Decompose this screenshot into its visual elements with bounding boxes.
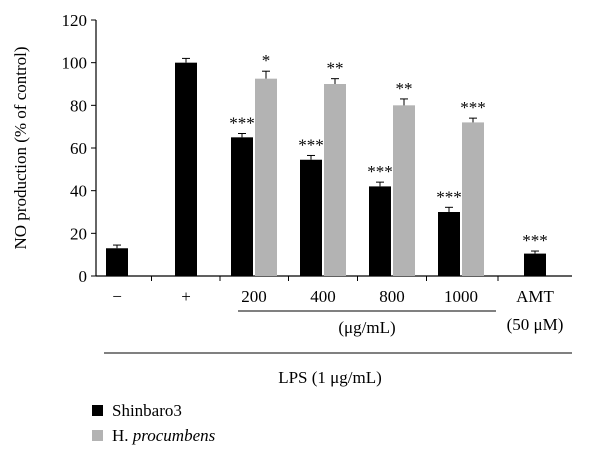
x-tick-label: 1000 xyxy=(444,287,478,306)
bar-shinbaro3 xyxy=(175,62,197,276)
legend: Shinbaro3 H. procumbens xyxy=(92,401,216,445)
bar-h-procumbens xyxy=(324,84,346,276)
y-tick-label: 20 xyxy=(70,224,87,243)
bar-shinbaro3 xyxy=(106,248,128,276)
annotations: *********************** xyxy=(229,51,548,250)
x-tick-label: − xyxy=(112,287,122,306)
y-tick-label: 60 xyxy=(70,139,87,158)
bar-h-procumbens xyxy=(255,78,277,277)
bar-h-procumbens xyxy=(462,122,484,277)
x-tick-label: 400 xyxy=(310,287,336,306)
significance-label: ** xyxy=(396,79,413,98)
bars xyxy=(106,57,546,277)
bar-shinbaro3 xyxy=(231,137,253,276)
x-labels: − +200 400 800 1000 AMT (50 μM) (μg/mL) LPS (1 μ… xyxy=(104,287,572,387)
x-tick-label: + xyxy=(181,287,191,306)
x-tick-label: AMT xyxy=(516,287,554,306)
bar-h-procumbens xyxy=(393,105,415,276)
significance-label: *** xyxy=(367,162,393,181)
y-tick-label: 80 xyxy=(70,96,87,115)
legend-swatch xyxy=(92,430,103,441)
significance-label: * xyxy=(262,51,271,70)
y-tick-label: 100 xyxy=(62,54,88,73)
bar-shinbaro3 xyxy=(438,212,460,276)
x-tick-label: 800 xyxy=(379,287,405,306)
bar-shinbaro3 xyxy=(300,159,322,276)
y-tick-label: 40 xyxy=(70,182,87,201)
bar-shinbaro3 xyxy=(369,186,391,276)
y-axis-label: NO production (% of control) xyxy=(11,46,30,249)
significance-label: *** xyxy=(436,187,462,206)
group-label: (μg/mL) xyxy=(338,318,395,337)
legend-label: H. procumbens xyxy=(112,426,216,445)
significance-label: *** xyxy=(460,98,486,117)
x-tick-label: 200 xyxy=(241,287,267,306)
y-tick-label: 120 xyxy=(62,11,88,30)
significance-label: *** xyxy=(298,135,324,154)
x-tick-sublabel: (50 μM) xyxy=(507,315,564,334)
lps-label: LPS (1 μg/mL) xyxy=(278,368,382,387)
y-tick-label: 0 xyxy=(79,267,88,286)
significance-label: *** xyxy=(522,231,548,250)
legend-swatch xyxy=(92,405,103,416)
significance-label: *** xyxy=(229,113,255,132)
legend-label: Shinbaro3 xyxy=(112,401,182,420)
bar-shinbaro3 xyxy=(524,253,546,276)
significance-label: ** xyxy=(327,59,344,78)
